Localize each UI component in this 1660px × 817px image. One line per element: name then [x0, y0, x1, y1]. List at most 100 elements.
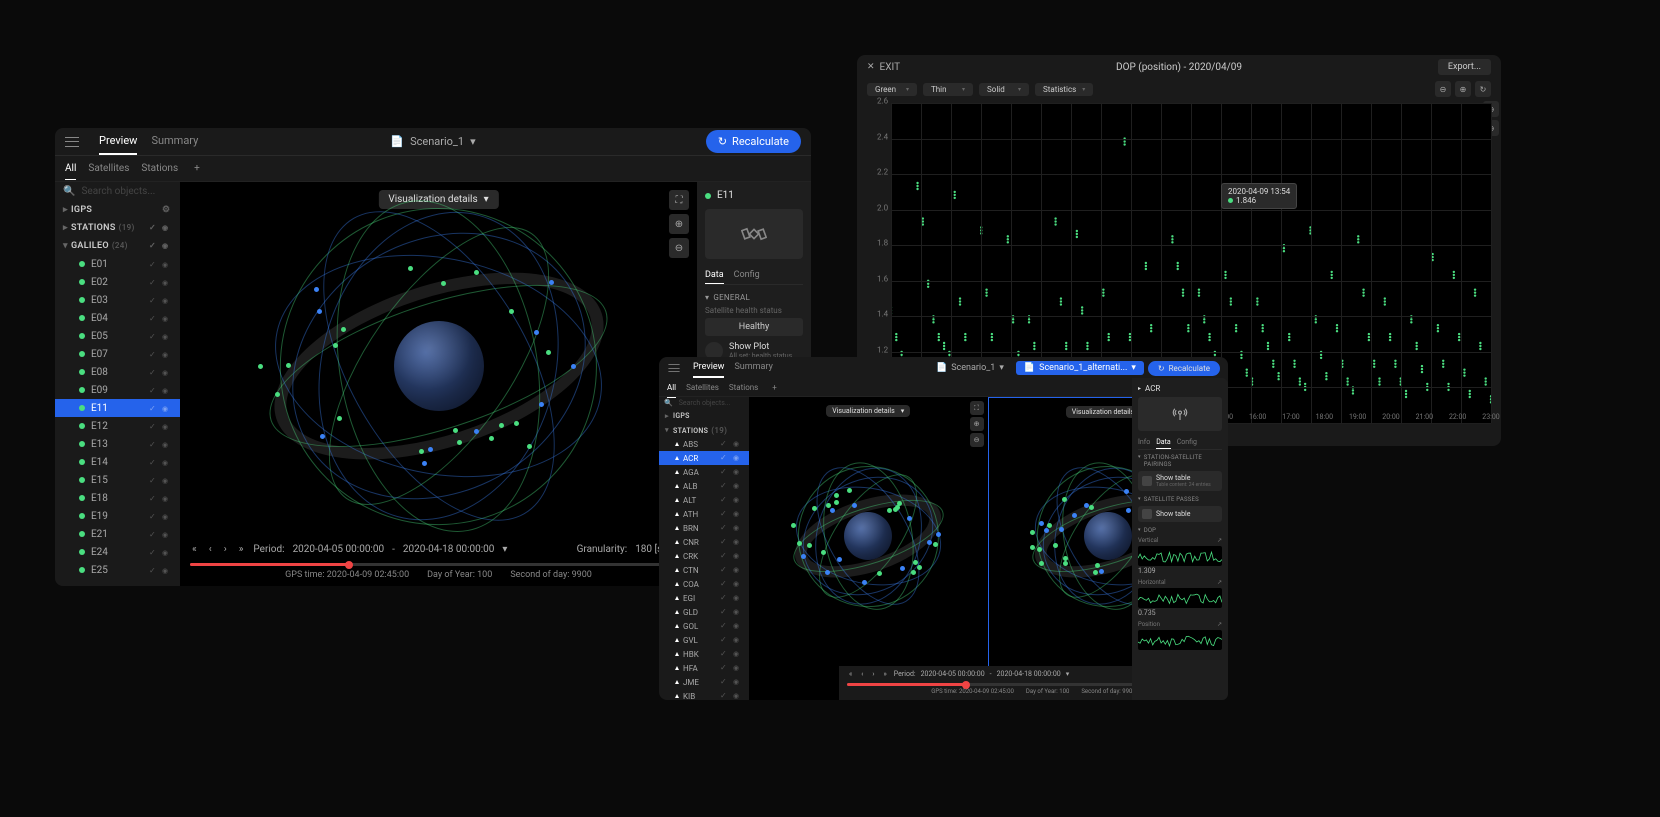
prev-icon[interactable]: ‹	[207, 542, 214, 557]
weight-select[interactable]: Thin	[923, 83, 973, 96]
check-icon[interactable]	[149, 565, 159, 575]
eye-icon[interactable]	[162, 403, 172, 413]
fullscreen-icon[interactable]: ⛶	[970, 401, 984, 415]
check-icon[interactable]	[149, 385, 159, 395]
tree-item-e14[interactable]: E14	[55, 453, 180, 471]
tree-item-kib[interactable]: KIB	[659, 689, 749, 700]
tree-item-hbk[interactable]: HBK	[659, 647, 749, 661]
tree-item-e13[interactable]: E13	[55, 435, 180, 453]
tree-item-egi[interactable]: EGI	[659, 591, 749, 605]
statistics-select[interactable]: Statistics	[1035, 83, 1093, 96]
check-icon[interactable]	[149, 295, 159, 305]
tree-item-e05[interactable]: E05	[55, 327, 180, 345]
tree-item-abs[interactable]: ABS	[659, 437, 749, 451]
details-tab-config[interactable]: Config	[734, 267, 760, 284]
tree-item-aga[interactable]: AGA	[659, 465, 749, 479]
filter-all[interactable]: All	[65, 158, 76, 180]
scenario-selector[interactable]: 📄 Scenario_1 ▾	[390, 135, 475, 148]
prev-icon[interactable]: ‹	[859, 668, 865, 680]
tree-item-coa[interactable]: COA	[659, 577, 749, 591]
add-filter-icon[interactable]: +	[194, 163, 200, 174]
tree-item-e11[interactable]: E11	[55, 399, 180, 417]
eye-icon[interactable]	[162, 493, 172, 503]
tree-item-e03[interactable]: E03	[55, 291, 180, 309]
filter-satellites[interactable]: Satellites	[88, 158, 129, 179]
exit-button[interactable]: EXIT	[867, 62, 900, 73]
next-icon[interactable]: ›	[222, 542, 229, 557]
eye-icon[interactable]	[162, 277, 172, 287]
tree-item-e24[interactable]: E24	[55, 543, 180, 561]
tree-group-galileo[interactable]: ▾GALILEO(24)	[55, 237, 180, 255]
first-icon[interactable]: «	[190, 542, 199, 557]
check-icon[interactable]	[149, 259, 159, 269]
timeline-thumb[interactable]	[345, 561, 353, 569]
zoom-out-icon[interactable]: ⊖	[669, 238, 689, 258]
check-icon[interactable]	[149, 511, 159, 521]
color-select[interactable]: Green	[867, 83, 917, 96]
viz-details-button[interactable]: Visualization details▾	[826, 405, 910, 417]
eye-icon[interactable]	[162, 259, 172, 269]
last-icon[interactable]: »	[237, 542, 246, 557]
tree-group-igps[interactable]: ▸IGPS	[659, 409, 749, 423]
check-icon[interactable]	[149, 313, 159, 323]
timeline-track[interactable]	[190, 563, 687, 566]
eye-icon[interactable]	[162, 349, 172, 359]
fullscreen-icon[interactable]: ⛶	[669, 190, 689, 210]
tree-item-alt[interactable]: ALT	[659, 493, 749, 507]
tree-item-e08[interactable]: E08	[55, 363, 180, 381]
tree-item-crk[interactable]: CRK	[659, 549, 749, 563]
tab-summary[interactable]: Summary	[734, 358, 772, 378]
zoom-in-icon[interactable]: ⊕	[669, 214, 689, 234]
sparkline-horizontal[interactable]	[1138, 588, 1222, 608]
check-icon[interactable]	[149, 367, 159, 377]
eye-icon[interactable]	[162, 511, 172, 521]
scenario-a[interactable]: 📄Scenario_1▾	[928, 361, 1012, 375]
details-tab-data[interactable]: Data	[705, 267, 724, 284]
menu-icon[interactable]	[668, 364, 679, 372]
check-icon[interactable]	[149, 439, 159, 449]
tree-item-e25[interactable]: E25	[55, 561, 180, 579]
filter-all[interactable]: All	[667, 378, 676, 398]
eye-icon[interactable]	[162, 475, 172, 485]
timeline-thumb[interactable]	[962, 681, 970, 689]
filter-satellites[interactable]: Satellites	[686, 378, 719, 397]
menu-icon[interactable]	[65, 137, 79, 147]
tree-item-gld[interactable]: GLD	[659, 605, 749, 619]
section-pairings[interactable]: STATION-SATELLITE PAIRINGS	[1138, 454, 1222, 468]
tree-item-brn[interactable]: BRN	[659, 521, 749, 535]
section-general[interactable]: ▾GENERAL	[705, 293, 803, 302]
eye-icon[interactable]	[162, 313, 172, 323]
tab-preview[interactable]: Preview	[693, 358, 724, 378]
eye-icon[interactable]	[162, 331, 172, 341]
tree-item-gol[interactable]: GOL	[659, 619, 749, 633]
eye-icon[interactable]	[162, 367, 172, 377]
sparkline-position[interactable]	[1138, 630, 1222, 650]
check-icon[interactable]	[149, 277, 159, 287]
tree-item-e07[interactable]: E07	[55, 345, 180, 363]
zoom-in-icon[interactable]: ⊕	[1455, 81, 1471, 97]
recalculate-button[interactable]: ↻Recalculate	[1148, 361, 1220, 376]
inspector-tab-data[interactable]: Data	[1156, 436, 1171, 449]
sparkline-vertical[interactable]	[1138, 546, 1222, 566]
tree-item-e19[interactable]: E19	[55, 507, 180, 525]
last-icon[interactable]: »	[882, 668, 889, 680]
period-chevron-icon[interactable]: ▾	[502, 544, 507, 555]
tree-item-alb[interactable]: ALB	[659, 479, 749, 493]
next-icon[interactable]: ›	[870, 668, 876, 680]
eye-icon[interactable]	[162, 385, 172, 395]
scenario-b[interactable]: 📄Scenario_1_alternati...▾	[1016, 361, 1144, 375]
tree-item-e09[interactable]: E09	[55, 381, 180, 399]
tree-item-jme[interactable]: JME	[659, 675, 749, 689]
check-icon[interactable]	[149, 331, 159, 341]
filter-stations[interactable]: Stations	[141, 158, 178, 179]
globe-viewport[interactable]: Visualization details▾ ⛶ ⊕ ⊖ « ‹ › » Per…	[180, 182, 697, 586]
zoom-in-icon[interactable]: ⊕	[970, 417, 984, 431]
eye-icon[interactable]	[162, 565, 172, 575]
tree-item-e12[interactable]: E12	[55, 417, 180, 435]
zoom-out-icon[interactable]: ⊖	[1435, 81, 1451, 97]
eye-icon[interactable]	[162, 295, 172, 305]
zoom-out-icon[interactable]: ⊖	[970, 433, 984, 447]
first-icon[interactable]: «	[847, 668, 854, 680]
eye-icon[interactable]	[162, 457, 172, 467]
export-button[interactable]: Export...	[1438, 59, 1491, 75]
